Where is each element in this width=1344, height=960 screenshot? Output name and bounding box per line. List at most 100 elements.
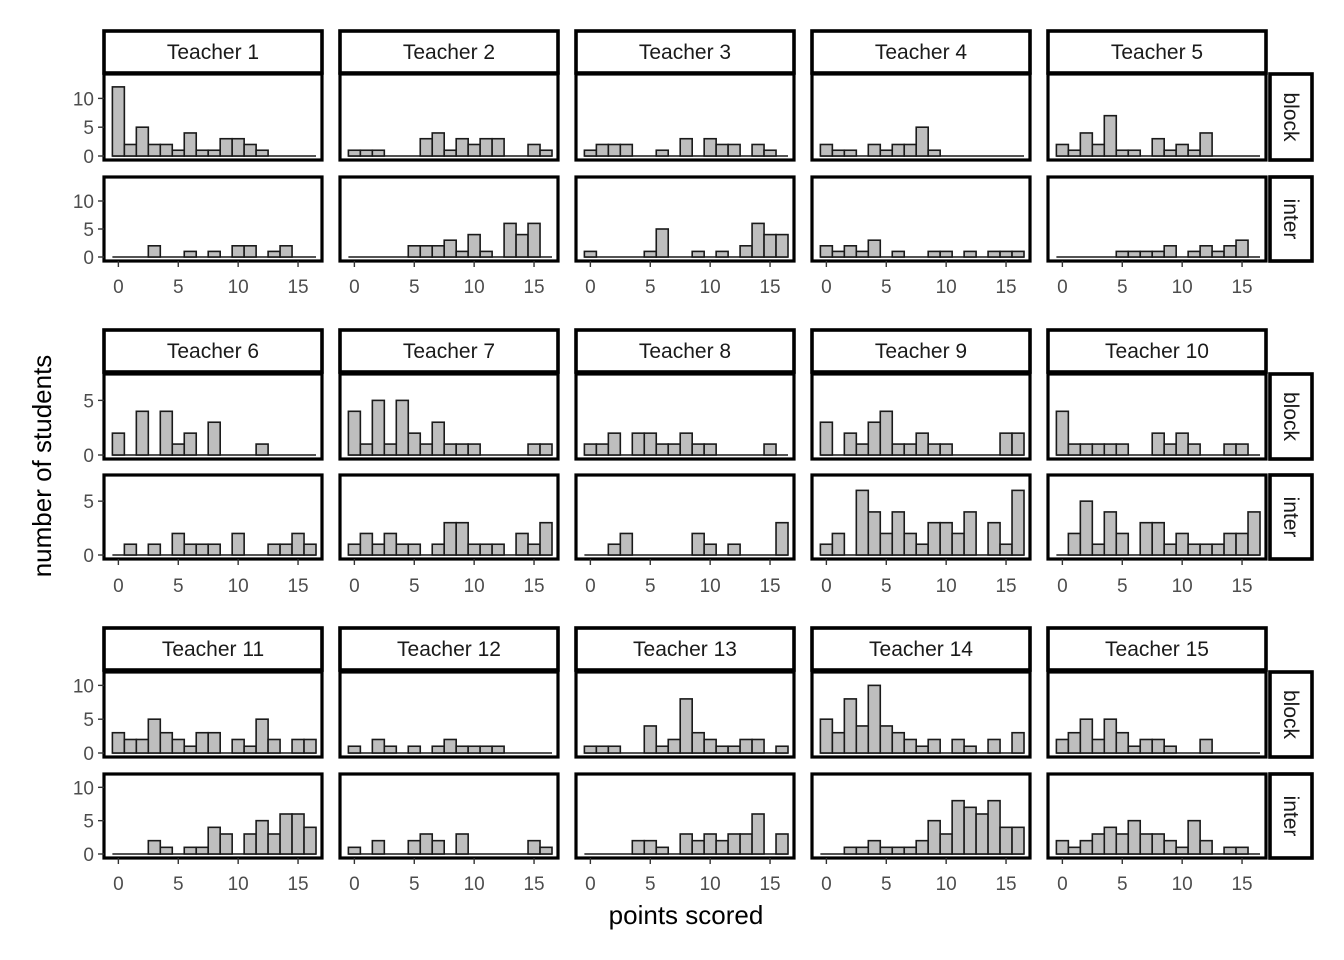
x-tick-label-g1-c1-0: 0 bbox=[113, 277, 124, 298]
bar-g3-c2-inter-bin-6 bbox=[419, 833, 434, 855]
panel-border-g1-c4-inter bbox=[810, 175, 1032, 263]
bar-g2-c1-inter-bin-10 bbox=[231, 532, 245, 556]
bar-g2-c3-block-bin-0 bbox=[583, 443, 598, 456]
bar-g1-c5-block-bin-4 bbox=[1103, 114, 1118, 157]
bar-g3-c3-block-bin-9 bbox=[691, 731, 705, 754]
bar-g2-c5-inter-bin-2 bbox=[1079, 500, 1094, 556]
bar-g1-c2-block-bin-7 bbox=[431, 132, 446, 157]
bar-g3-c3-block-bin-2 bbox=[607, 745, 622, 754]
y-tick-label-g3-c1-inter-5: 5 bbox=[83, 812, 94, 833]
bar-g2-c4-inter-bin-14 bbox=[987, 521, 1001, 556]
bar-g2-c2-block-bin-3 bbox=[383, 443, 398, 456]
bar-g3-c3-block-bin-12 bbox=[727, 745, 741, 754]
bar-g3-c5-block-bin-8 bbox=[1151, 738, 1165, 754]
bar-g2-c2-inter-bin-15 bbox=[527, 543, 541, 556]
bar-g3-c5-block-bin-6 bbox=[1127, 745, 1142, 754]
bar-g3-c1-block-bin-12 bbox=[255, 718, 269, 754]
bar-g3-c5-inter-bin-11 bbox=[1187, 819, 1201, 855]
bar-g3-c1-block-bin-16 bbox=[303, 738, 317, 754]
bar-g3-c1-inter-bin-8 bbox=[207, 826, 221, 855]
bar-g1-c1-inter-bin-8 bbox=[207, 250, 221, 258]
bar-g3-c3-block-bin-10 bbox=[703, 738, 717, 754]
y-tick-label-g3-c1-block-5: 5 bbox=[83, 710, 94, 731]
bar-g3-c1-inter-bin-3 bbox=[147, 839, 162, 855]
bar-g1-c3-inter-bin-0 bbox=[583, 250, 598, 258]
bar-g1-c4-block-bin-0 bbox=[819, 143, 834, 157]
y-tick-label-g1-c1-inter-5: 5 bbox=[83, 220, 94, 241]
x-tick-label-g3-c4-5: 5 bbox=[881, 874, 892, 895]
bar-g3-c5-block-bin-4 bbox=[1103, 718, 1118, 754]
bar-g3-c4-block-bin-14 bbox=[987, 738, 1001, 754]
panel-border-g3-c5-block bbox=[1046, 670, 1268, 759]
bar-g2-c3-inter-bin-2 bbox=[607, 543, 622, 556]
bar-g1-c1-block-bin-4 bbox=[159, 143, 174, 157]
bar-g2-c4-inter-bin-12 bbox=[963, 511, 977, 556]
bar-g2-c4-inter-bin-9 bbox=[927, 521, 941, 556]
panel-border-g1-c2-block bbox=[338, 72, 560, 162]
bar-g1-c2-block-bin-6 bbox=[419, 137, 434, 157]
bar-g2-c5-block-bin-10 bbox=[1175, 432, 1189, 456]
bar-g3-c2-inter-bin-5 bbox=[407, 839, 422, 855]
x-tick-label-g3-c5-15: 15 bbox=[1231, 874, 1252, 895]
bar-g2-c1-block-bin-5 bbox=[171, 443, 186, 456]
strip-label-teacher-5: Teacher 5 bbox=[1111, 41, 1203, 64]
bar-g1-c2-block-bin-1 bbox=[359, 149, 374, 157]
panel-border-g2-c2-block bbox=[338, 372, 560, 461]
bar-g2-c4-inter-bin-6 bbox=[891, 511, 906, 556]
bar-g3-c4-inter-bin-16 bbox=[1011, 826, 1025, 855]
bar-g3-c1-block-bin-11 bbox=[243, 745, 257, 754]
bar-g3-c4-inter-bin-7 bbox=[903, 846, 918, 855]
x-tick-label-g1-c3-15: 15 bbox=[759, 277, 780, 298]
bar-g3-c5-block-bin-0 bbox=[1055, 738, 1070, 754]
strip-label-teacher-14: Teacher 14 bbox=[869, 638, 973, 661]
bar-g3-c5-inter-bin-6 bbox=[1127, 819, 1142, 855]
strip-box-g3-c5 bbox=[1046, 626, 1268, 672]
bar-g3-c4-block-bin-3 bbox=[855, 725, 870, 754]
x-tick-label-g3-c3-10: 10 bbox=[700, 874, 721, 895]
bar-g2-c4-block-bin-8 bbox=[915, 432, 929, 456]
bar-g2-c2-block-bin-2 bbox=[371, 399, 386, 456]
strip-label-teacher-13: Teacher 13 bbox=[633, 638, 737, 661]
strip-box-g3-c4 bbox=[810, 626, 1032, 672]
y-tick-label-g1-c1-inter-0: 0 bbox=[83, 248, 94, 269]
bar-g3-c1-block-bin-7 bbox=[195, 731, 210, 754]
strip-label-teacher-3: Teacher 3 bbox=[639, 41, 731, 64]
bar-g2-c5-block-bin-5 bbox=[1115, 443, 1130, 456]
bar-g2-c3-inter-bin-12 bbox=[727, 543, 741, 556]
bar-g2-c2-block-bin-5 bbox=[407, 432, 422, 456]
bar-g2-c3-inter-bin-10 bbox=[703, 543, 717, 556]
bar-g3-c1-inter-bin-7 bbox=[195, 846, 210, 855]
strip-label-teacher-15: Teacher 15 bbox=[1105, 638, 1209, 661]
panel-border-g1-c1-inter bbox=[102, 175, 324, 263]
panel-border-g3-c1-block bbox=[102, 670, 324, 759]
bar-g3-c4-block-bin-1 bbox=[831, 731, 846, 754]
bar-g2-c5-inter-bin-1 bbox=[1067, 532, 1082, 556]
bar-g2-c2-block-bin-10 bbox=[467, 443, 481, 456]
bar-g2-c3-block-bin-6 bbox=[655, 443, 670, 456]
bar-g2-c5-inter-bin-15 bbox=[1235, 532, 1249, 556]
bar-g1-c3-inter-bin-11 bbox=[715, 250, 729, 258]
bar-g1-c4-block-bin-8 bbox=[915, 126, 929, 157]
panel-border-g3-c3-inter bbox=[574, 772, 796, 860]
x-tick-label-g3-c4-0: 0 bbox=[821, 874, 832, 895]
bar-g2-c4-block-bin-5 bbox=[879, 410, 894, 456]
x-tick-label-g1-c1-10: 10 bbox=[228, 277, 249, 298]
bar-g2-c4-inter-bin-16 bbox=[1011, 489, 1025, 556]
bar-g2-c1-inter-bin-15 bbox=[291, 532, 305, 556]
bar-g2-c2-block-bin-8 bbox=[443, 443, 457, 456]
bar-g1-c4-inter-bin-14 bbox=[987, 250, 1001, 258]
x-tick-label-g1-c1-5: 5 bbox=[173, 277, 184, 298]
x-tick-label-g2-c3-10: 10 bbox=[700, 576, 721, 597]
bar-g1-c5-inter-bin-13 bbox=[1211, 250, 1225, 258]
y-tick-label-g1-c1-inter-10: 10 bbox=[73, 192, 94, 213]
y-tick-label-g3-c1-inter-0: 0 bbox=[83, 845, 94, 866]
bar-g3-c5-block-bin-12 bbox=[1199, 738, 1213, 754]
bar-g1-c3-inter-bin-16 bbox=[775, 233, 789, 258]
bar-g3-c4-block-bin-11 bbox=[951, 738, 965, 754]
bar-g1-c3-inter-bin-14 bbox=[751, 222, 765, 258]
bar-g1-c5-block-bin-3 bbox=[1091, 143, 1106, 157]
bar-g1-c1-block-bin-10 bbox=[231, 137, 245, 157]
x-axis-title: points scored bbox=[609, 900, 764, 930]
bar-g1-c2-block-bin-16 bbox=[539, 149, 553, 157]
